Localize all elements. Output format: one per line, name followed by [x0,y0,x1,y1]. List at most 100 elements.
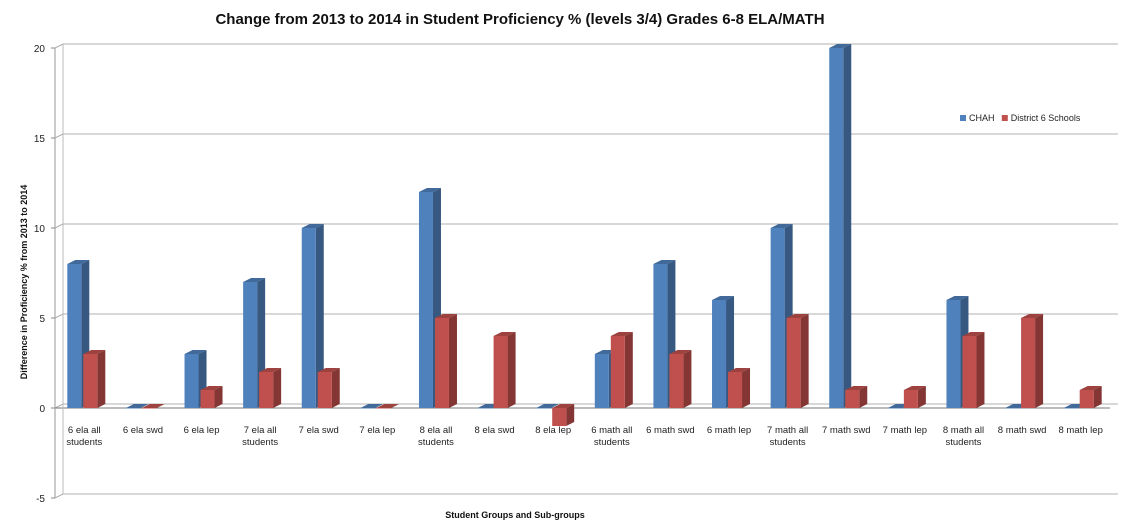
bar-side [1093,386,1102,408]
bar-district6 [962,332,985,408]
legend: CHAH District 6 Schools [960,113,1081,123]
bar-chah [301,224,324,408]
bar-front [317,372,332,408]
x-axis-categories: 6 ela all students 6 ela swd 6 ela lep 7 ela… [66,425,1103,448]
x-category-label: 7 ela lep [359,425,395,436]
bar-front [770,228,785,408]
bar-top [712,296,735,300]
bar-district6 [83,350,106,408]
bar-top [259,368,282,372]
x-category-label: 7 math all students [767,425,808,448]
gridline-depth [54,133,64,139]
bar-front [434,318,449,408]
x-category-label: 8 ela swd [475,425,515,436]
bar-front [259,372,274,408]
bar-top [376,404,399,408]
bar-chah [360,404,383,409]
y-axis-label: Difference in Proficiency % from 2013 to… [19,185,29,380]
x-category-label-line: students [770,437,806,448]
bar-front [653,264,668,408]
bar-front [669,354,684,408]
bar-top [184,350,207,354]
bar-side [331,368,340,408]
bar-top [434,314,457,318]
bar-district6 [141,404,164,409]
bar-side [742,368,751,408]
bar-side [315,224,324,408]
bar-district6 [669,350,692,408]
bar-top [829,44,852,48]
x-category-label-line: 6 ela lep [184,425,220,436]
bar-chah [125,404,148,409]
bar-side [683,350,692,408]
legend-label: CHAH [969,113,995,123]
bar-top [946,296,969,300]
x-category-label: 7 ela all students [242,425,278,448]
gridline-depth [54,313,64,319]
x-category-label-line: students [66,437,102,448]
bar-front [1063,408,1078,409]
bar-front [360,408,375,409]
bar-top [653,260,676,264]
x-category-label-line: 7 math swd [822,425,871,436]
bar-top [317,368,340,372]
y-tick-label: 20 [34,44,46,55]
x-category-label: 6 ela all students [66,425,102,448]
y-tick-label: 0 [39,404,45,415]
x-category-label: 6 ela swd [123,425,163,436]
x-category-label: 6 math all students [591,425,632,448]
bar-top [552,404,575,408]
bar-top [83,350,106,354]
bar-district6 [728,368,751,408]
x-category-label: 8 ela all students [418,425,454,448]
x-category-label: 7 math swd [822,425,871,436]
bar-top [200,386,223,390]
bar-top [536,404,559,408]
x-category-label-line: 8 ela swd [475,425,515,436]
legend-swatch [960,115,966,121]
y-tick-label: -5 [36,494,45,505]
x-category-label-line: students [418,437,454,448]
bar-front [1021,318,1036,408]
bar-side [448,314,457,408]
bar-district6 [903,386,926,408]
bar-top [243,278,266,282]
legend-label: District 6 Schools [1011,113,1081,123]
bar-front [493,336,508,408]
bar-side [624,332,633,408]
bar-front [610,336,625,408]
bar-side [507,332,516,408]
x-category-label-line: students [594,437,630,448]
bars [67,44,1102,426]
bar-front [786,318,801,408]
x-category-label: 6 ela lep [184,425,220,436]
x-category-label-line: 6 math all [591,425,632,436]
bar-front [418,192,433,408]
x-category-label-line: 8 math all [943,425,984,436]
bar-side [1035,314,1044,408]
x-category-label: 8 math all students [943,425,984,448]
bar-district6 [845,386,868,408]
x-category-label-line: 8 math lep [1059,425,1103,436]
bar-front [845,390,860,408]
bar-side [273,368,282,408]
x-axis-label: Student Groups and Sub-groups [445,510,585,520]
bar-side [859,386,868,408]
bar-chah [829,44,852,408]
y-tick-label: 5 [39,314,45,325]
x-category-label-line: 6 math lep [707,425,751,436]
x-category-label-line: 7 ela lep [359,425,395,436]
bar-top [1079,386,1102,390]
gridline-depth [54,223,64,229]
bar-front [376,408,391,409]
x-category-label-line: 6 ela swd [123,425,163,436]
bar-top [1021,314,1044,318]
bar-side [374,404,383,409]
bar-side [976,332,985,408]
bar-top [67,260,90,264]
bar-front [962,336,977,408]
bar-front [1079,390,1094,408]
bar-district6 [1021,314,1044,408]
bar-side [917,386,926,408]
